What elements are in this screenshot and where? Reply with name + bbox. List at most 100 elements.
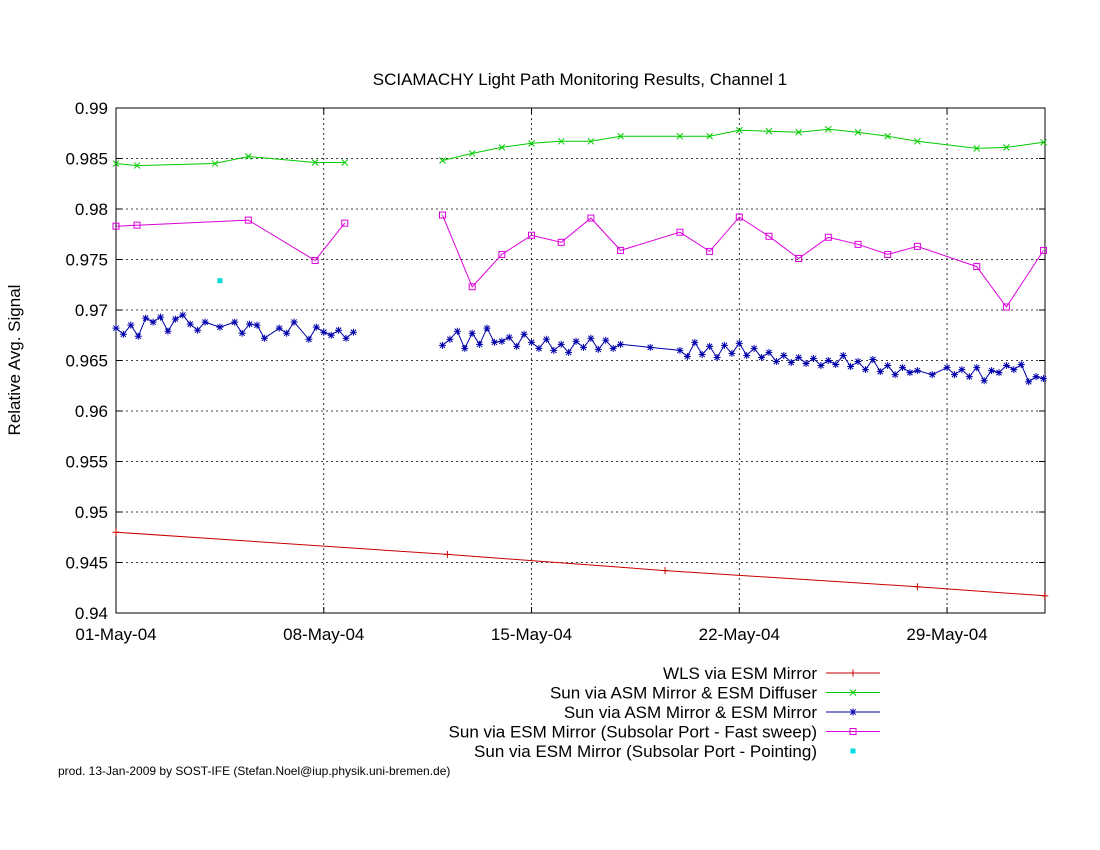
data-point <box>320 328 328 336</box>
y-tick-label: 0.97 <box>75 301 108 320</box>
data-point <box>587 137 595 145</box>
series-line <box>115 128 1044 167</box>
data-point <box>1002 362 1010 370</box>
data-point <box>850 748 856 754</box>
series-1 <box>112 528 1049 600</box>
data-point <box>1025 378 1033 386</box>
x-tick-label: 29-May-04 <box>906 625 987 644</box>
data-point <box>795 128 803 136</box>
data-point <box>201 318 209 326</box>
series-line <box>115 531 1045 597</box>
data-point <box>149 318 157 326</box>
legend-label: Sun via ESM Mirror (Subsolar Port - Fast… <box>449 723 817 742</box>
data-point <box>311 257 319 265</box>
data-point <box>528 338 536 346</box>
y-tick-label: 0.965 <box>65 352 108 371</box>
x-tick-label: 15-May-04 <box>491 625 572 644</box>
grid <box>116 108 1045 613</box>
legend-label: Sun via ESM Mirror (Subsolar Port - Poin… <box>474 742 817 761</box>
y-tick-label: 0.945 <box>65 554 108 573</box>
data-point <box>557 137 565 145</box>
data-point <box>617 132 624 140</box>
plot-area <box>115 107 1046 614</box>
data-point <box>468 283 476 291</box>
data-point <box>824 125 832 133</box>
data-point <box>468 150 476 157</box>
data-point <box>327 331 335 339</box>
data-point <box>817 362 825 370</box>
axis-ticks: 0.94 0.945 0.95 0.955 0.96 0.965 0.97 0.975 0.98… <box>65 99 1045 644</box>
data-point <box>439 157 446 164</box>
data-point <box>133 221 141 229</box>
data-point <box>468 329 476 337</box>
data-point <box>1041 592 1049 600</box>
data-point <box>1040 246 1048 254</box>
data-point <box>973 263 981 271</box>
data-point <box>217 278 223 284</box>
data-point <box>706 342 714 350</box>
data-point <box>988 367 996 375</box>
chart-title: SCIAMACHY Light Path Monitoring Results,… <box>373 70 788 89</box>
series-4 <box>112 211 1048 311</box>
data-point <box>260 334 268 342</box>
data-point <box>142 314 150 322</box>
data-point <box>513 342 521 350</box>
x-tick-label: 01-May-04 <box>75 625 156 644</box>
data-point <box>795 353 803 361</box>
data-point <box>550 346 558 354</box>
y-tick-label: 0.94 <box>75 604 108 623</box>
data-point <box>609 344 617 352</box>
data-point <box>253 321 261 329</box>
data-point <box>973 145 981 152</box>
data-point <box>876 368 884 376</box>
data-point <box>839 351 847 359</box>
data-point <box>587 334 595 342</box>
data-point <box>246 320 254 328</box>
data-point <box>520 330 528 338</box>
data-point <box>765 127 773 135</box>
data-point <box>211 160 219 167</box>
data-point <box>1032 373 1040 381</box>
legend-entry: Sun via ESM Mirror (Subsolar Port - Poin… <box>474 742 856 761</box>
data-point <box>735 339 743 347</box>
data-point <box>698 350 706 358</box>
data-point <box>112 324 120 332</box>
data-point <box>179 311 187 319</box>
data-point <box>283 329 291 337</box>
data-point <box>995 369 1003 377</box>
data-point <box>854 128 862 136</box>
data-point <box>676 346 684 354</box>
data-point <box>446 335 454 343</box>
data-point <box>557 238 565 246</box>
data-point <box>505 333 513 341</box>
data-point <box>765 348 773 356</box>
data-point <box>661 567 669 575</box>
series-layer <box>112 125 1049 600</box>
y-tick-label: 0.99 <box>75 99 108 118</box>
data-point <box>498 337 506 345</box>
data-point <box>594 345 602 353</box>
data-point <box>438 211 446 219</box>
data-point <box>535 344 543 352</box>
data-point <box>290 318 298 326</box>
data-point <box>134 332 142 340</box>
data-point <box>772 358 780 366</box>
data-point <box>824 357 832 364</box>
series-5 <box>217 278 223 284</box>
data-point <box>490 338 498 346</box>
data-point <box>112 222 120 230</box>
data-point <box>884 250 892 258</box>
data-point <box>341 219 349 227</box>
data-point <box>157 313 165 321</box>
data-point <box>127 321 135 329</box>
y-tick-label: 0.975 <box>65 251 108 270</box>
legend-label: Sun via ASM Mirror & ESM Mirror <box>564 703 817 722</box>
x-tick-label: 22-May-04 <box>699 625 780 644</box>
data-point <box>1040 375 1048 383</box>
legend-entry: Sun via ASM Mirror & ESM Diffuser <box>550 684 880 703</box>
data-point <box>483 324 491 332</box>
data-point <box>914 137 921 145</box>
data-point <box>824 233 832 241</box>
data-point <box>579 343 587 351</box>
